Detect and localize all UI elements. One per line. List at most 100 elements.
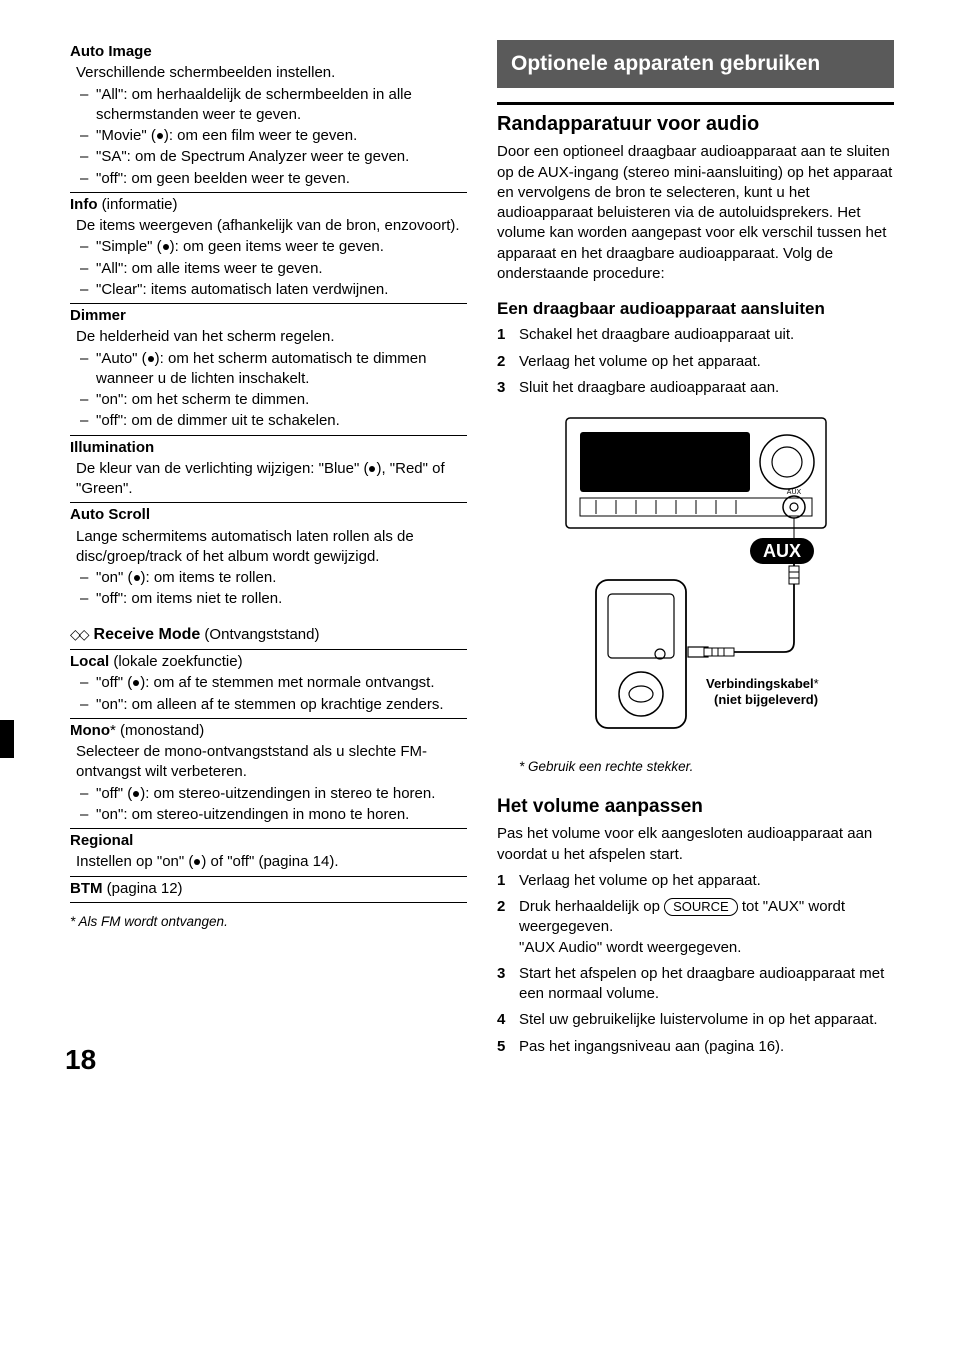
list-item: "on": om het scherm te dimmen. [76,390,467,410]
step-text: Schakel het draagbare audioapparaat uit. [519,325,894,345]
list-item: "All": om alle items weer te geven. [76,259,467,279]
step-number: 1 [497,871,511,891]
step-number: 4 [497,1010,511,1030]
list-item-text-after: ): om stereo-uitzendingen in stereo te h… [140,785,435,802]
step-item: 3 Sluit het draagbare audioapparaat aan. [497,378,894,398]
list-item: "off" ( ): om stereo-uitzendingen in ster… [76,784,467,804]
list-item: "on" ( ): om items te rollen. [76,568,467,588]
step-number: 3 [497,378,511,398]
list-item-text: "off" ( [96,674,132,691]
step-text: Sluit het draagbare audioapparaat aan. [519,378,894,398]
page-number: 18 [65,1041,96,1079]
audio-peripherals-heading: Randapparatuur voor audio [497,111,894,138]
cable-label: Verbindingskabel [706,676,814,691]
list-item: "Auto" (): om het scherm automatisch te … [76,349,467,390]
illumination-desc: De kleur van de verlichting wijzigen: "B… [76,459,467,500]
step-item: 4 Stel uw gebruikelijke luistervolume in … [497,1010,894,1030]
auto-image-title: Auto Image [70,42,467,62]
list-item-text-after: ): om geen items weer te geven. [170,238,384,255]
btm-paren: (pagina 12) [103,880,183,897]
step-text: Verlaag het volume op het apparaat. [519,871,894,891]
step-text: Druk herhaaldelijk op SOURCE tot "AUX" w… [519,897,894,958]
auto-scroll-desc: Lange schermitems automatisch laten roll… [76,527,467,568]
list-item-text: "on": om alleen af te stemmen op krachti… [96,696,444,713]
connect-heading: Een draagbaar audioapparaat aansluiten [497,298,894,319]
divider [70,649,467,650]
mono-title: Mono [70,722,110,739]
auto-scroll-title: Auto Scroll [70,505,467,525]
heading-rule [497,102,894,105]
bullet-dot-icon [147,355,155,363]
list-item-text: "Movie" ( [96,127,156,144]
svg-text:Verbindingskabel*: Verbindingskabel* [706,676,819,691]
diagram-footnote: * Gebruik een rechte stekker. [519,758,894,776]
list-item-text: "off": om geen beelden weer te geven. [96,170,350,187]
step-text: Pas het ingangsniveau aan (pagina 16). [519,1037,894,1057]
local-title-row: Local (lokale zoekfunctie) [70,652,467,672]
list-item-text: "on" ( [96,569,133,586]
dimmer-desc: De helderheid van het scherm regelen. [76,327,467,347]
step-item: 1 Verlaag het volume op het apparaat. [497,871,894,891]
step-number: 2 [497,897,511,958]
list-item-text: "SA": om de Spectrum Analyzer weer te ge… [96,148,409,165]
divider [70,902,467,903]
illumination-title: Illumination [70,438,467,458]
source-button-label: SOURCE [664,898,738,916]
btm-title-row: BTM (pagina 12) [70,879,467,899]
cable-label-star: * [813,676,818,691]
list-item-text: "on": om stereo-uitzendingen in mono te … [96,806,409,823]
regional-title: Regional [70,831,467,851]
list-item: "Movie" ( ): om een film weer te geven. [76,126,467,146]
info-title: Info [70,196,98,213]
regional-desc: Instellen op "on" ( ) of "off" (pagina 14… [76,852,467,872]
left-column: Auto Image Verschillende schermbeelden i… [70,40,467,1063]
list-item-text-after: ): om items te rollen. [141,569,277,586]
mono-title-row: Mono* (monostand) [70,721,467,741]
divider [70,192,467,193]
cable-label-2: (niet bijgeleverd) [714,692,818,707]
btm-title: BTM [70,880,103,897]
divider [70,876,467,877]
list-item-text-after: ): om af te stemmen met normale ontvangs… [140,674,434,691]
list-item-text: "off" ( [96,785,132,802]
list-item-text: "All": om herhaaldelijk de schermbeelden… [96,86,412,123]
divider [70,828,467,829]
list-item-text: "All": om alle items weer te geven. [96,260,323,277]
bullet-dot-icon [156,132,164,140]
info-title-row: Info (informatie) [70,195,467,215]
receive-mode-paren: (Ontvangststand) [200,626,319,643]
info-paren: (informatie) [98,196,178,213]
divider [70,303,467,304]
list-item: "Clear": items automatisch laten verdwij… [76,280,467,300]
step-text: Stel uw gebruikelijke luistervolume in o… [519,1010,894,1030]
info-desc: De items weergeven (afhankelijk van de b… [76,216,467,236]
list-item: "off": om de dimmer uit te schakelen. [76,411,467,431]
list-item: "All": om herhaaldelijk de schermbeelden… [76,85,467,126]
side-tab [0,720,14,758]
aux-jack-label: AUX [786,489,801,496]
dimmer-title: Dimmer [70,306,467,326]
divider [70,718,467,719]
step-number: 5 [497,1037,511,1057]
volume-heading: Het volume aanpassen [497,795,894,819]
list-item-text-after: ): om een film weer te geven. [164,127,357,144]
list-item-text: "off": om de dimmer uit te schakelen. [96,412,340,429]
list-item-text: "off": om items niet te rollen. [96,590,282,607]
local-paren: (lokale zoekfunctie) [109,653,242,670]
step-item: 2Druk herhaaldelijk op SOURCE tot "AUX" … [497,897,894,958]
step-item: 3Start het afspelen op het draagbare aud… [497,964,894,1005]
regional-desc-after: ) of "off" (pagina 14). [201,853,338,870]
list-item: "on": om alleen af te stemmen op krachti… [76,695,467,715]
diamond-icon: ◇◇ [70,625,88,644]
step-text-before: Druk herhaaldelijk op [519,898,664,915]
receive-mode-title: Receive Mode [94,626,201,643]
mono-desc: Selecteer de mono-ontvangststand als u s… [76,742,467,783]
connection-diagram: AUX AUX [497,412,894,748]
step-item: 2Verlaag het volume op het apparaat. [497,352,894,372]
section-banner: Optionele apparaten gebruiken [497,40,894,88]
list-item: "Simple" (): om geen items weer te geven… [76,237,467,257]
regional-desc-before: Instellen op "on" ( [76,853,193,870]
bullet-dot-icon [162,243,170,251]
divider [70,502,467,503]
step-text-line2: "AUX Audio" wordt weergegeven. [519,939,741,956]
